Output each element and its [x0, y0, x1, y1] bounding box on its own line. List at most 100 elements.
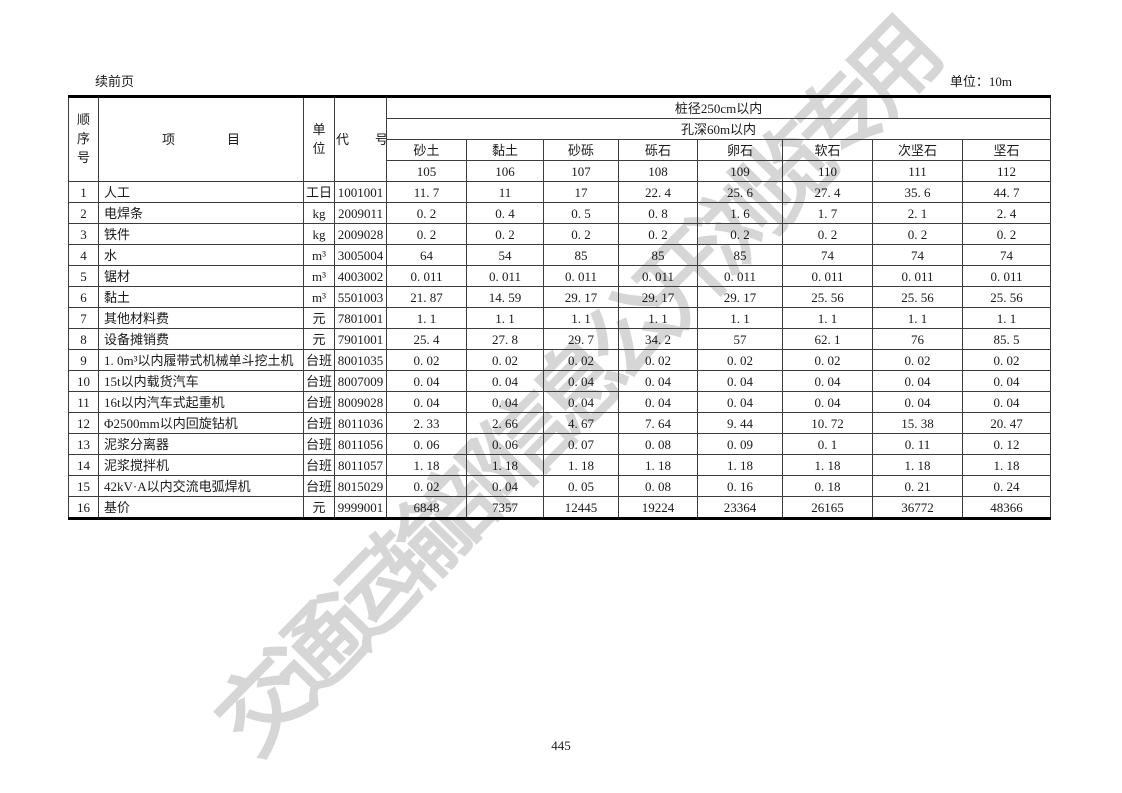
value-cell: 1. 18: [466, 454, 544, 476]
value-cell: 0. 011: [782, 265, 873, 287]
unit-cell: m³: [303, 286, 335, 308]
value-cell: 1. 18: [697, 454, 783, 476]
seq-cell: 15: [68, 475, 99, 497]
unit-cell: kg: [303, 223, 335, 245]
value-cell: 0. 2: [697, 223, 783, 245]
value-cell: 74: [782, 244, 873, 266]
value-cell: 0. 04: [543, 370, 619, 392]
code-cell: 8007009: [334, 370, 387, 392]
seq-cell: 16: [68, 496, 99, 519]
value-cell: 0. 04: [386, 391, 467, 413]
value-cell: 0. 07: [543, 433, 619, 455]
code-cell: 7901001: [334, 328, 387, 350]
value-cell: 0. 04: [872, 391, 963, 413]
value-cell: 1. 18: [782, 454, 873, 476]
seq-cell: 13: [68, 433, 99, 455]
code-cell: 8011056: [334, 433, 387, 455]
table-row: 7 其他材料费元 7801001 1. 1 1. 1 1. 1 1. 1 1. 1 1. 1 1.…: [68, 307, 1052, 329]
header-row-span1: 顺序号 项 目 单位 代 号 桩径250cm以内: [68, 96, 1052, 182]
item-cell: 黏土: [98, 286, 304, 308]
value-cell: 1. 1: [782, 307, 873, 329]
value-cell: 0. 04: [543, 391, 619, 413]
item-cell: 人工: [98, 181, 304, 203]
value-cell: 0. 2: [782, 223, 873, 245]
value-cell: 2. 33: [386, 412, 467, 434]
value-cell: 57: [697, 328, 783, 350]
quota-table: 顺序号 项 目 单位 代 号 桩径250cm以内 孔深60m以内 砂土 黏土 砂砾砾…: [68, 95, 1052, 520]
table-row: 9 1. 0m³以内履带式机械单斗挖土机 台班 8001035 0. 02 0. 02 0.…: [68, 349, 1052, 371]
value-cell: 0. 02: [386, 475, 467, 497]
code-cell: 2009028: [334, 223, 387, 245]
table-row: 15 42kV·A以内交流电弧焊机 台班 8015029 0. 02 0. 04 0. 05…: [68, 475, 1052, 497]
value-cell: 85: [697, 244, 783, 266]
code-cell: 9999001: [334, 496, 387, 519]
table-row: 1 人工 工日 1001001 11. 7 11 17 22. 4 25. 6 27. 4 35. …: [68, 181, 1052, 203]
value-cell: 0. 02: [782, 349, 873, 371]
value-cell: 27. 4: [782, 181, 873, 203]
seq-cell: 12: [68, 412, 99, 434]
table-row: 12 Φ2500mm以内回旋钻机 台班 8011036 2. 33 2. 66 4. 67 7…: [68, 412, 1052, 434]
value-cell: 0. 2: [961, 223, 1052, 245]
value-cell: 0. 04: [961, 370, 1052, 392]
value-cell: 0. 09: [697, 433, 783, 455]
value-cell: 0. 04: [872, 370, 963, 392]
item-cell: 电焊条: [98, 202, 304, 224]
value-cell: 0. 02: [618, 349, 698, 371]
value-cell: 0. 08: [618, 433, 698, 455]
value-cell: 62. 1: [782, 328, 873, 350]
value-cell: 19224: [618, 496, 698, 519]
value-cell: 0. 02: [466, 349, 544, 371]
value-cell: 1. 18: [618, 454, 698, 476]
unit-cell: 台班: [303, 370, 335, 392]
table-row: 5 锯材 m³ 4003002 0. 011 0. 011 0. 011 0. 011 0. 0…: [68, 265, 1052, 287]
seq-cell: 9: [68, 349, 99, 371]
table-row: 6 黏土 m³ 5501003 21. 87 14. 59 29. 17 29. 17 29. …: [68, 286, 1052, 308]
value-cell: 0. 08: [618, 475, 698, 497]
unit-cell: m³: [303, 265, 335, 287]
value-cell: 0. 011: [697, 265, 783, 287]
value-cell: 0. 1: [782, 433, 873, 455]
value-cell: 0. 2: [386, 202, 467, 224]
item-cell: 锯材: [98, 265, 304, 287]
value-cell: 0. 04: [697, 391, 783, 413]
seq-cell: 7: [68, 307, 99, 329]
item-cell: 15t以内载货汽车: [98, 370, 304, 392]
table-row: 3 铁件 kg 2009028 0. 2 0. 2 0. 2 0. 2 0. 2 0. 2 0. 2…: [68, 223, 1052, 245]
value-cell: 25. 4: [386, 328, 467, 350]
value-cell: 29. 17: [618, 286, 698, 308]
code-cell: 8009028: [334, 391, 387, 413]
value-cell: 11. 7: [386, 181, 467, 203]
col-header-item: 项 目: [98, 96, 304, 182]
item-cell: 42kV·A以内交流电弧焊机: [98, 475, 304, 497]
unit-cell: 台班: [303, 475, 335, 497]
value-cell: 0. 2: [543, 223, 619, 245]
unit-cell: kg: [303, 202, 335, 224]
value-cell: 0. 04: [386, 370, 467, 392]
value-cell: 0. 04: [466, 370, 544, 392]
value-cell: 1. 6: [697, 202, 783, 224]
value-cell: 1. 1: [466, 307, 544, 329]
value-cell: 85: [543, 244, 619, 266]
value-cell: 0. 05: [543, 475, 619, 497]
col-header-seq: 顺序号: [68, 96, 99, 182]
soil-code-header: 105: [386, 160, 467, 182]
value-cell: 0. 18: [782, 475, 873, 497]
value-cell: 29. 17: [543, 286, 619, 308]
item-cell: Φ2500mm以内回旋钻机: [98, 412, 304, 434]
item-cell: 16t以内汽车式起重机: [98, 391, 304, 413]
unit-cell: 元: [303, 307, 335, 329]
item-cell: 水: [98, 244, 304, 266]
unit-cell: 台班: [303, 391, 335, 413]
code-cell: 7801001: [334, 307, 387, 329]
value-cell: 2. 4: [961, 202, 1052, 224]
unit-cell: 元: [303, 328, 335, 350]
value-cell: 0. 02: [543, 349, 619, 371]
seq-cell: 5: [68, 265, 99, 287]
value-cell: 36772: [872, 496, 963, 519]
unit-cell: 工日: [303, 181, 335, 203]
value-cell: 0. 2: [386, 223, 467, 245]
seq-cell: 2: [68, 202, 99, 224]
item-cell: 泥浆搅拌机: [98, 454, 304, 476]
value-cell: 0. 04: [782, 391, 873, 413]
code-cell: 1001001: [334, 181, 387, 203]
